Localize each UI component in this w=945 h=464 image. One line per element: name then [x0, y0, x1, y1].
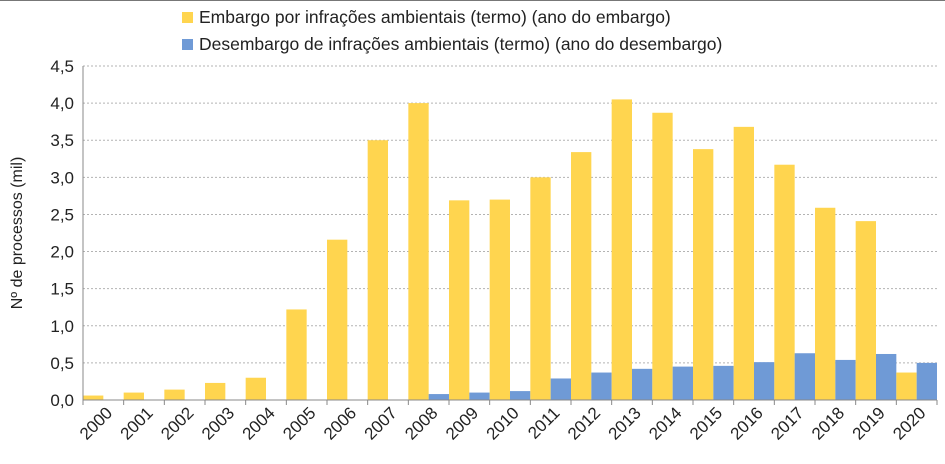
bar-embargo: [327, 239, 348, 400]
y-tick-label: 1,0: [50, 317, 74, 336]
bar-embargo: [205, 382, 226, 400]
bar-desembargo: [754, 362, 775, 400]
bar-embargo: [652, 112, 673, 400]
top-border: [0, 0, 945, 1]
x-tick-label: 2001: [117, 403, 157, 443]
y-tick-label: 2,5: [50, 205, 74, 224]
bar-desembargo: [713, 365, 734, 400]
bar-desembargo: [550, 378, 571, 400]
bar-desembargo: [632, 368, 653, 400]
bar-desembargo: [835, 359, 856, 400]
bar-embargo: [449, 200, 470, 400]
bar-desembargo: [916, 362, 937, 400]
x-tick-label: 2000: [76, 403, 116, 443]
bar-embargo: [530, 177, 551, 400]
bar-embargo: [733, 126, 754, 401]
x-tick-label: 2005: [279, 403, 319, 443]
x-tick-label: 2002: [157, 403, 197, 443]
legend-item-desembargo: Desembargo de infrações ambientais (term…: [182, 31, 722, 58]
bar-embargo: [245, 377, 266, 400]
bar-desembargo: [591, 372, 612, 400]
legend-swatch-desembargo: [182, 39, 193, 50]
x-tick-label: 2020: [889, 403, 929, 443]
bar-desembargo: [510, 391, 531, 400]
x-tick-label: 2012: [564, 403, 604, 443]
x-tick-label: 2010: [483, 403, 523, 443]
y-tick-label: 3,0: [50, 168, 74, 187]
bar-desembargo: [794, 353, 815, 400]
bar-embargo: [367, 140, 388, 400]
y-tick-label: 0,0: [50, 391, 74, 410]
x-tick-label: 2019: [849, 403, 889, 443]
x-tick-label: 2003: [198, 403, 238, 443]
y-tick-label: 3,5: [50, 131, 74, 150]
y-tick-label: 4,0: [50, 94, 74, 113]
bar-embargo: [286, 309, 307, 400]
bar-desembargo: [428, 394, 449, 400]
x-tick-label: 2006: [320, 403, 360, 443]
legend-label-desembargo: Desembargo de infrações ambientais (term…: [199, 34, 723, 54]
legend-label-embargo: Embargo por infrações ambientais (termo)…: [199, 7, 671, 27]
bar-embargo: [693, 149, 714, 400]
bar-embargo: [123, 392, 144, 400]
bar-embargo: [83, 395, 104, 400]
bar-embargo: [164, 389, 185, 400]
x-tick-label: 2009: [442, 403, 482, 443]
legend-swatch-embargo: [182, 12, 193, 23]
bar-embargo: [571, 152, 592, 400]
bar-desembargo: [469, 392, 490, 400]
bar-embargo: [896, 372, 917, 400]
bar-embargo: [855, 221, 876, 400]
x-tick-label: 2008: [401, 403, 441, 443]
bar-embargo: [489, 199, 510, 400]
bar-embargo: [611, 99, 632, 401]
legend-item-embargo: Embargo por infrações ambientais (termo)…: [182, 4, 722, 31]
x-tick-label: 2007: [361, 403, 401, 443]
bar-embargo: [815, 207, 836, 400]
x-tick-label: 2013: [605, 403, 645, 443]
x-tick-label: 2017: [767, 403, 807, 443]
x-tick-label: 2018: [808, 403, 848, 443]
x-tick-label: 2015: [686, 403, 726, 443]
x-tick-label: 2016: [727, 403, 767, 443]
x-tick-label: 2004: [239, 403, 279, 443]
x-tick-label: 2011: [524, 403, 563, 442]
y-tick-label: 0,5: [50, 354, 74, 373]
bar-desembargo: [672, 366, 693, 400]
y-axis-title: Nº de processos (mil): [9, 157, 26, 310]
y-tick-label: 4,5: [50, 57, 74, 76]
y-tick-label: 1,5: [50, 280, 74, 299]
x-tick-label: 2014: [645, 403, 685, 443]
legend: Embargo por infrações ambientais (termo)…: [182, 4, 722, 58]
bar-desembargo: [876, 353, 897, 400]
bar-embargo: [408, 103, 429, 400]
y-tick-label: 2,0: [50, 243, 74, 262]
bar-embargo: [774, 164, 795, 400]
